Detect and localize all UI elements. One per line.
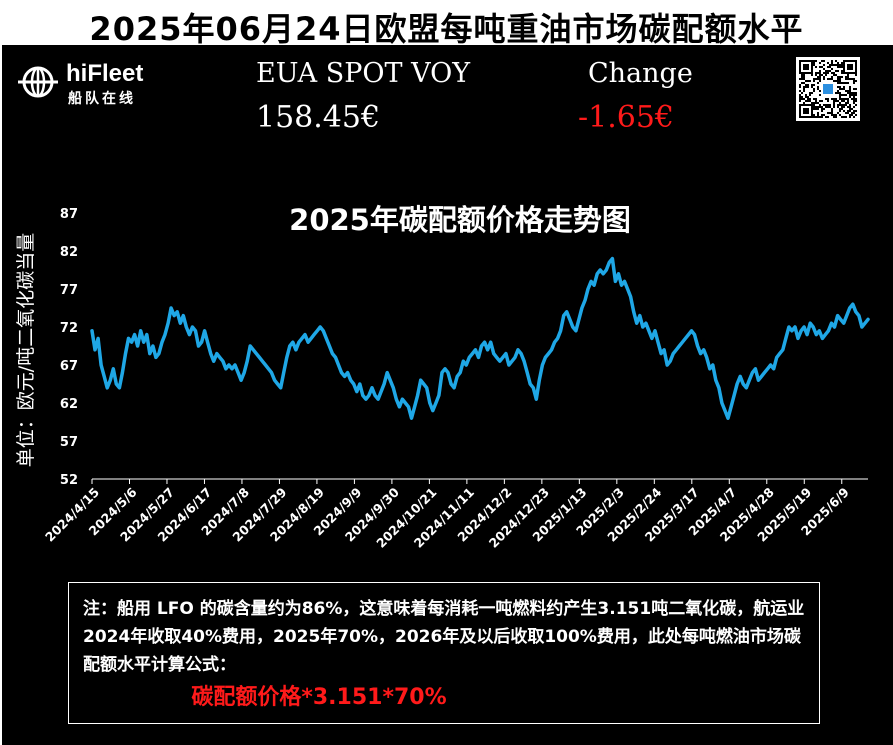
y-tick-label: 82 <box>60 245 78 260</box>
page-title: 2025年06月24日欧盟每吨重油市场碳配额水平 <box>89 10 804 48</box>
globe-icon <box>18 66 58 98</box>
y-tick-label: 87 <box>60 207 78 222</box>
brand-subtitle: 船队在线 <box>68 91 136 107</box>
note-box: 注：船用 LFO 的碳含量约为86%，这意味着每消耗一吨燃料约产生3.151吨二… <box>68 582 820 724</box>
title-band <box>2 0 893 45</box>
y-tick-label: 57 <box>60 435 78 450</box>
y-tick-label: 62 <box>60 397 78 412</box>
note-formula: 碳配额价格*3.151*70% <box>191 685 447 710</box>
spot-value: 158.45€ <box>256 100 381 135</box>
change-value: -1.65€ <box>578 100 675 135</box>
brand-logo: hiFleet 船队在线 <box>16 60 166 107</box>
y-axis-label: 单位：欧元/吨二氧化碳当量 <box>15 233 37 467</box>
y-tick-label: 77 <box>60 283 78 298</box>
change-label: Change <box>588 58 693 89</box>
spot-label: EUA SPOT VOY <box>256 58 471 89</box>
price-series-line <box>90 256 870 420</box>
note-text: 注：船用 LFO 的碳含量约为86%，这意味着每消耗一吨燃料约产生3.151吨二… <box>83 599 805 675</box>
brand-name: hiFleet <box>66 60 144 87</box>
qr-code-icon[interactable] <box>796 57 860 121</box>
chart-title: 2025年碳配额价格走势图 <box>289 203 631 237</box>
qr-code-pattern <box>799 60 857 118</box>
y-tick-label: 67 <box>60 359 78 374</box>
y-tick-label: 72 <box>60 321 78 336</box>
y-tick-label: 52 <box>60 473 78 488</box>
